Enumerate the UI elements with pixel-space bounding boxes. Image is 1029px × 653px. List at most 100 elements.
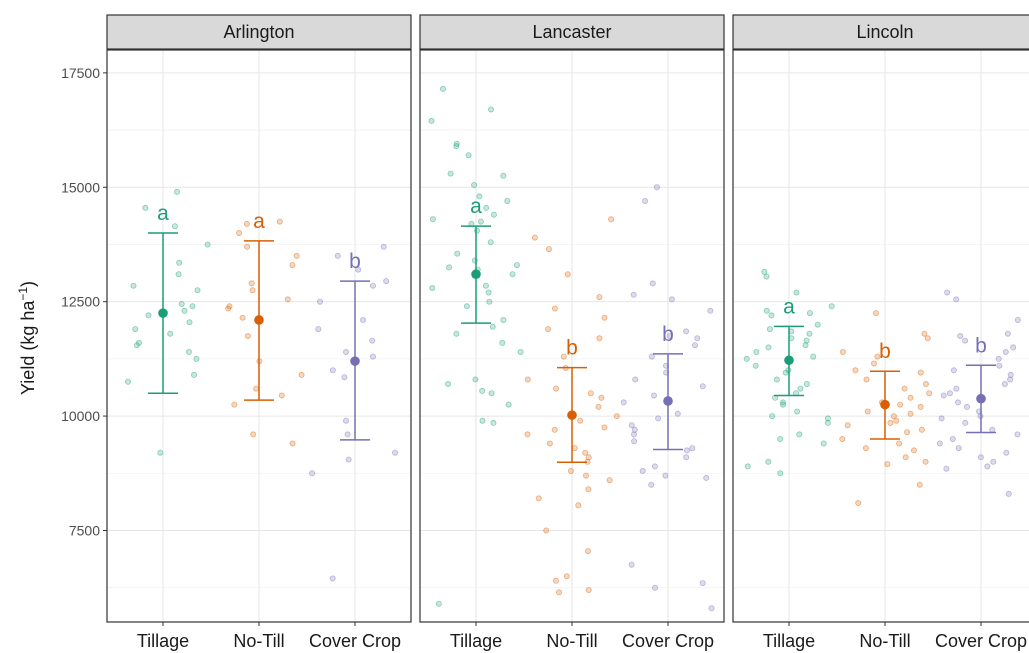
facet-strip-label: Lincoln bbox=[856, 22, 913, 42]
data-point-no-till bbox=[545, 326, 552, 333]
data-point-tillage bbox=[500, 172, 507, 179]
data-point-cover-crop bbox=[955, 399, 962, 406]
data-point-tillage bbox=[486, 298, 493, 305]
data-point-no-till bbox=[926, 390, 933, 397]
y-tick-label: 10000 bbox=[61, 408, 100, 424]
data-point-no-till bbox=[231, 401, 238, 408]
data-point-tillage bbox=[142, 204, 149, 211]
data-point-no-till bbox=[244, 243, 251, 250]
data-point-tillage bbox=[802, 342, 809, 349]
data-point-cover-crop bbox=[953, 296, 960, 303]
data-point-tillage bbox=[130, 282, 137, 289]
data-point-cover-crop bbox=[699, 580, 706, 587]
y-axis: 7500 10000 12500 15000 17500 bbox=[61, 65, 107, 538]
y-tick-label: 12500 bbox=[61, 294, 100, 310]
data-point-no-till bbox=[276, 218, 283, 225]
data-point-no-till bbox=[560, 353, 567, 360]
data-point-no-till bbox=[864, 408, 871, 415]
data-point-tillage bbox=[173, 188, 180, 195]
data-point-cover-crop bbox=[315, 326, 322, 333]
data-point-tillage bbox=[193, 355, 200, 362]
mean-point-no-till bbox=[880, 399, 890, 410]
data-point-no-till bbox=[863, 376, 870, 383]
data-point-no-till bbox=[289, 440, 296, 447]
data-point-cover-crop bbox=[943, 465, 950, 472]
significance-letter: b bbox=[975, 334, 987, 357]
data-point-cover-crop bbox=[950, 367, 957, 374]
data-point-no-till bbox=[563, 573, 570, 580]
data-point-tillage bbox=[763, 273, 770, 280]
x-tick-label: No-Till bbox=[546, 631, 597, 651]
data-point-cover-crop bbox=[369, 337, 376, 344]
data-point-no-till bbox=[248, 280, 255, 287]
data-point-no-till bbox=[226, 303, 233, 310]
data-point-no-till bbox=[582, 449, 589, 456]
facet-strip-label: Lancaster bbox=[532, 22, 611, 42]
data-point-tillage bbox=[428, 117, 435, 124]
data-point-cover-crop bbox=[316, 298, 323, 305]
x-tick-label: No-Till bbox=[859, 631, 910, 651]
data-point-tillage bbox=[178, 300, 185, 307]
data-point-tillage bbox=[782, 369, 789, 376]
data-point-tillage bbox=[479, 387, 486, 394]
y-tick-label: 7500 bbox=[69, 522, 100, 538]
data-point-no-till bbox=[922, 380, 929, 387]
x-tick-label: Cover Crop bbox=[935, 631, 1027, 651]
data-point-cover-crop bbox=[946, 390, 953, 397]
x-tick-label: Tillage bbox=[137, 631, 189, 651]
data-point-cover-crop bbox=[655, 415, 662, 422]
data-point-cover-crop bbox=[359, 316, 366, 323]
data-point-cover-crop bbox=[630, 291, 637, 298]
data-point-cover-crop bbox=[344, 431, 351, 438]
x-tick-label: Tillage bbox=[450, 631, 502, 651]
data-point-no-till bbox=[596, 294, 603, 301]
data-point-tillage bbox=[500, 316, 507, 323]
data-point-no-till bbox=[584, 548, 591, 555]
mean-point-tillage bbox=[158, 308, 168, 318]
data-point-tillage bbox=[806, 330, 813, 337]
data-point-tillage bbox=[803, 337, 810, 344]
data-point-tillage bbox=[175, 271, 182, 278]
data-point-tillage bbox=[806, 310, 813, 317]
data-point-cover-crop bbox=[628, 561, 635, 568]
data-point-cover-crop bbox=[651, 392, 658, 399]
data-point-cover-crop bbox=[694, 335, 701, 342]
panel-arlington: Arlington a a b Tillage No-Till Cover Crop bbox=[106, 14, 412, 651]
data-point-cover-crop bbox=[631, 438, 638, 445]
data-point-tillage bbox=[465, 152, 472, 159]
data-point-no-till bbox=[225, 305, 232, 312]
data-point-no-till bbox=[567, 467, 574, 474]
data-point-tillage bbox=[439, 85, 446, 92]
data-point-cover-crop bbox=[391, 449, 398, 456]
data-point-no-till bbox=[917, 403, 924, 410]
data-point-tillage bbox=[472, 376, 479, 383]
data-point-tillage bbox=[185, 348, 192, 355]
data-point-cover-crop bbox=[683, 447, 690, 454]
data-point-tillage bbox=[828, 303, 835, 310]
data-point-cover-crop bbox=[984, 463, 991, 470]
data-point-tillage bbox=[446, 264, 453, 271]
data-point-no-till bbox=[596, 335, 603, 342]
data-point-no-till bbox=[901, 385, 908, 392]
data-point-tillage bbox=[463, 303, 470, 310]
data-point-no-till bbox=[896, 440, 903, 447]
data-point-tillage bbox=[435, 600, 442, 607]
data-point-no-till bbox=[852, 367, 859, 374]
data-point-tillage bbox=[768, 312, 775, 319]
data-point-cover-crop bbox=[949, 435, 956, 442]
data-point-cover-crop bbox=[651, 463, 658, 470]
data-point-no-till bbox=[839, 348, 846, 355]
y-tick-label: 15000 bbox=[61, 179, 100, 195]
data-point-tillage bbox=[796, 431, 803, 438]
data-point-tillage bbox=[204, 241, 211, 248]
data-point-cover-crop bbox=[666, 332, 673, 339]
data-point-tillage bbox=[490, 419, 497, 426]
x-tick-label: Tillage bbox=[763, 631, 815, 651]
data-point-no-till bbox=[250, 431, 257, 438]
data-point-no-till bbox=[595, 403, 602, 410]
data-point-cover-crop bbox=[628, 422, 635, 429]
significance-letter: b bbox=[662, 323, 674, 346]
data-point-tillage bbox=[479, 417, 486, 424]
data-point-cover-crop bbox=[329, 575, 336, 582]
data-point-cover-crop bbox=[1014, 316, 1021, 323]
